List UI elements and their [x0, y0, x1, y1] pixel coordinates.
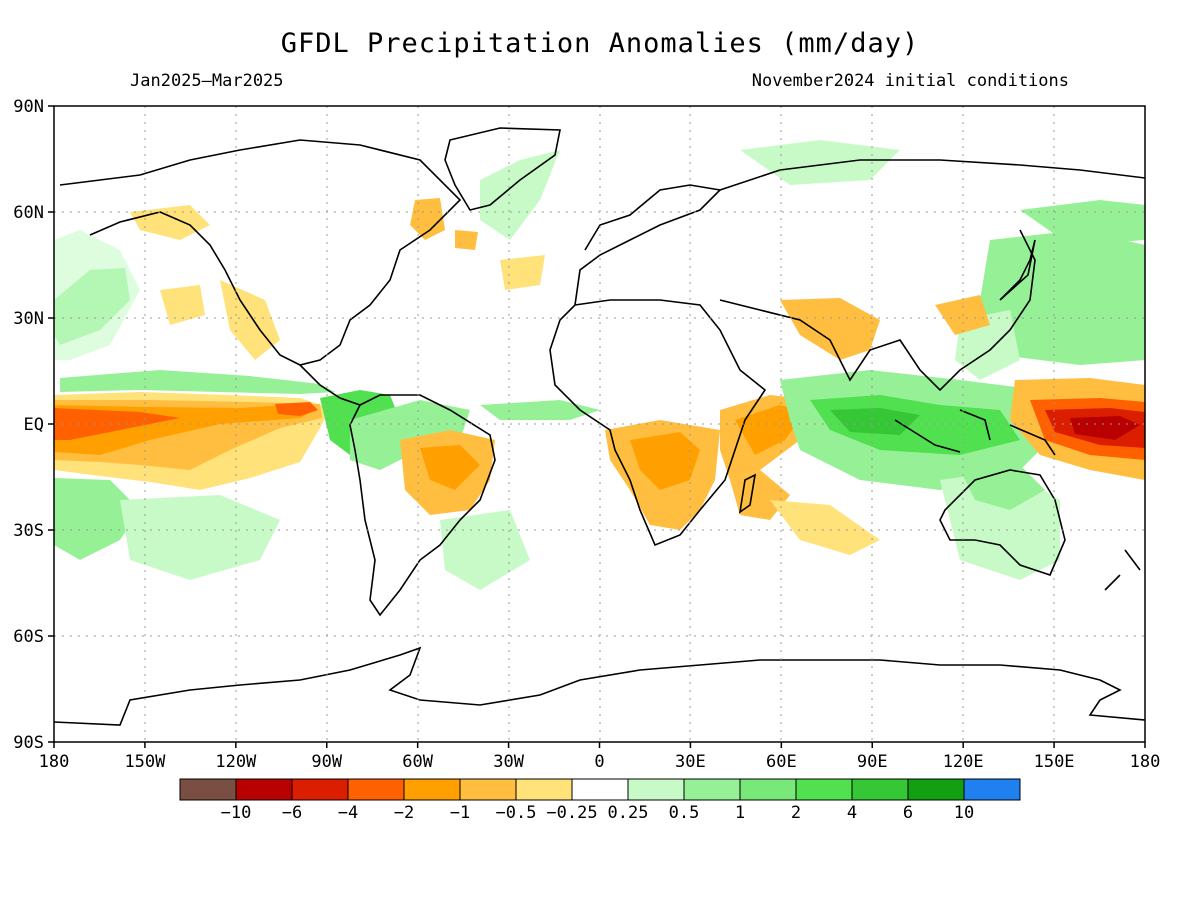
- colorbar-swatch: [795, 778, 853, 801]
- anomaly-north-pacific-wet-light: [54, 230, 140, 360]
- colorbar-label: −0.25: [546, 803, 597, 823]
- coast-greenland: [444, 127, 561, 211]
- anomaly-far-east-wet: [1020, 200, 1145, 245]
- colorbar-swatch: [627, 778, 685, 801]
- anomaly-north-atlantic-dry: [410, 198, 445, 240]
- colorbar-label: 0.25: [608, 803, 649, 823]
- colorbar-swatch: [347, 778, 405, 801]
- lon-tick-label: 90W: [311, 752, 342, 772]
- colorbar-label: 2: [791, 803, 801, 823]
- anomaly-us-west-dry: [220, 280, 280, 360]
- colorbar-swatch: [851, 778, 909, 801]
- colorbar-label: 10: [954, 803, 974, 823]
- latitude-axis: 90N 60N 30N EQ 30S 60S 90S: [13, 97, 54, 753]
- anomaly-siberia-wet: [740, 140, 900, 185]
- coast-asia: [719, 159, 1145, 392]
- colorbar-label: 6: [903, 803, 913, 823]
- lat-tick-label: 30N: [13, 309, 44, 329]
- colorbar-label: −1: [450, 803, 470, 823]
- colorbar-swatch: [683, 778, 741, 801]
- lat-tick-label: 60S: [13, 627, 44, 647]
- colorbar: −10 −6 −4 −2 −1 −0.5 −0.25 0.25 0.5 1 2 4 6 10: [179, 778, 1021, 823]
- map-title: GFDL Precipitation Anomalies (mm/day): [281, 28, 919, 59]
- lon-tick-label: 60E: [766, 752, 797, 772]
- colorbar-label: 0.5: [669, 803, 700, 823]
- colorbar-swatch: [459, 778, 517, 801]
- colorbar-label: 1: [735, 803, 745, 823]
- lat-tick-label: 90N: [13, 97, 44, 117]
- lon-tick-label: 180: [1130, 752, 1161, 772]
- colorbar-swatch: [515, 778, 573, 801]
- lon-tick-label: 0: [594, 752, 604, 772]
- colorbar-swatch: [179, 778, 237, 801]
- lon-tick-label: 120E: [943, 752, 984, 772]
- anomaly-east-pacific-dry-patch: [160, 285, 205, 325]
- anomaly-east-africa-dry-core: [735, 405, 805, 455]
- lon-tick-label: 90E: [857, 752, 888, 772]
- coast-maritime: [894, 409, 1056, 456]
- coast-central-america: [299, 364, 361, 406]
- lon-tick-label: 150W: [124, 752, 166, 772]
- anomaly-west-pacific-dry-max: [1070, 416, 1140, 440]
- coast-south-america: [349, 394, 496, 617]
- anomaly-north-atlantic-wet: [480, 150, 560, 240]
- colorbar-label: −0.5: [496, 803, 537, 823]
- lon-tick-label: 180: [39, 752, 70, 772]
- period-label: Jan2025—Mar2025: [130, 71, 284, 91]
- coast-europe: [574, 184, 722, 306]
- anomaly-nw-pacific-wet: [980, 230, 1145, 365]
- coast-australia: [939, 469, 1066, 576]
- colorbar-swatch: [571, 778, 629, 801]
- anomaly-india-dry: [780, 298, 880, 360]
- lat-tick-label: EQ: [24, 415, 44, 435]
- lat-tick-label: 60N: [13, 203, 44, 223]
- anomaly-southern-africa-dry-core: [630, 432, 700, 490]
- anomaly-brazil-dry-core: [420, 445, 480, 490]
- anomaly-atlantic-dry-2: [455, 230, 478, 250]
- colorbar-label: −4: [338, 803, 358, 823]
- anomaly-itcz-wet-north: [60, 370, 335, 394]
- lat-tick-label: 30S: [13, 521, 44, 541]
- colorbar-label: −10: [221, 803, 252, 823]
- gridlines: [54, 106, 1145, 742]
- coastlines: [54, 127, 1145, 726]
- colorbar-label: 4: [847, 803, 857, 823]
- coast-antarctica: [54, 646, 1145, 726]
- lon-tick-label: 150E: [1034, 752, 1075, 772]
- colorbar-label: −6: [282, 803, 302, 823]
- colorbar-swatch: [963, 778, 1021, 801]
- anomaly-amazon-wet: [350, 400, 470, 470]
- anomaly-south-pacific-wet: [120, 495, 280, 580]
- lon-tick-label: 120W: [215, 752, 257, 772]
- coast-new-zealand: [1104, 549, 1141, 591]
- coast-north-america: [59, 139, 462, 366]
- anomaly-pacific-dry-heavy: [54, 408, 180, 440]
- lon-tick-label: 30E: [675, 752, 706, 772]
- lon-tick-label: 30W: [493, 752, 524, 772]
- lat-tick-label: 90S: [13, 733, 44, 753]
- anomaly-south-indian-dry: [770, 500, 880, 555]
- coast-japan: [999, 239, 1036, 301]
- anomaly-spcz-wet: [54, 478, 140, 560]
- colorbar-swatch: [907, 778, 965, 801]
- anomaly-maritime-wet-heavy: [830, 408, 920, 435]
- lon-tick-label: 60W: [402, 752, 433, 772]
- colorbar-swatch: [739, 778, 797, 801]
- longitude-axis: 180 150W 120W 90W 60W 30W 0 30E 60E 90E 120E 150E 18…: [39, 742, 1161, 772]
- initial-conditions-label: November2024 initial conditions: [752, 71, 1069, 91]
- colorbar-label: −2: [394, 803, 414, 823]
- anomaly-australia-wet-mid: [960, 465, 1045, 510]
- colorbar-swatch: [291, 778, 349, 801]
- colorbar-swatch: [235, 778, 293, 801]
- coast-madagascar: [738, 473, 757, 514]
- anomaly-atlantic-wet: [480, 400, 600, 420]
- colorbar-swatch: [403, 778, 461, 801]
- anomaly-pacific-dry-heavy-east: [275, 402, 318, 416]
- anomaly-atlantic-dry-3: [500, 255, 545, 290]
